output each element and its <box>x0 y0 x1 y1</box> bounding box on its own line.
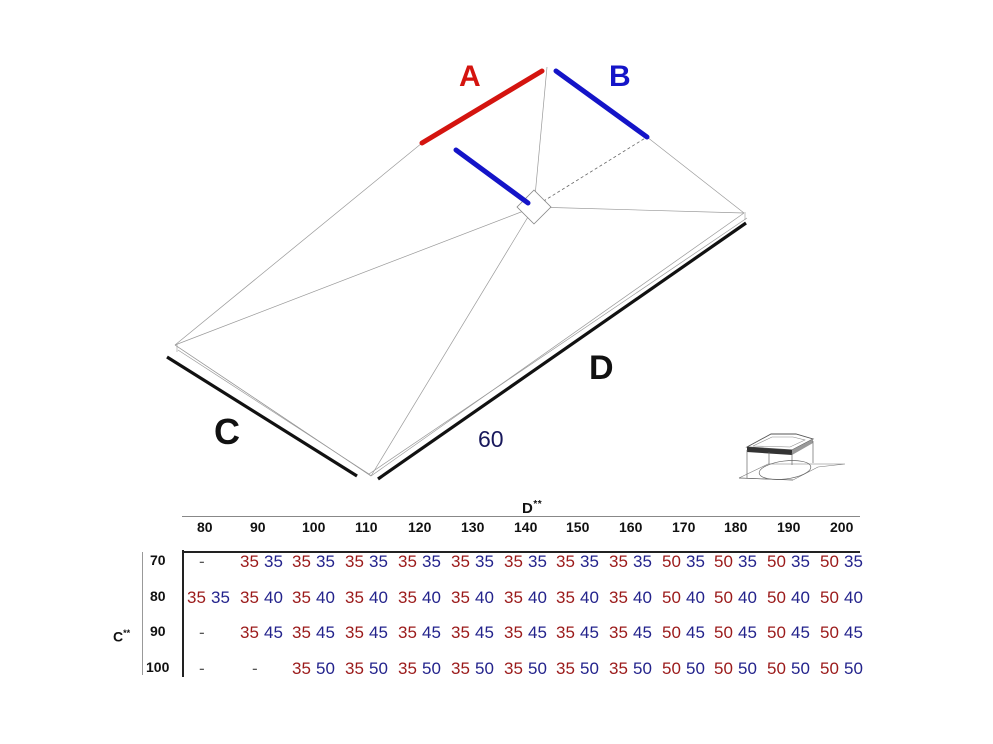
svg-text:60: 60 <box>478 426 504 452</box>
svg-text:A: A <box>459 60 481 93</box>
svg-text:C: C <box>214 411 240 452</box>
svg-text:D: D <box>589 349 614 387</box>
svg-text:B: B <box>609 60 631 93</box>
